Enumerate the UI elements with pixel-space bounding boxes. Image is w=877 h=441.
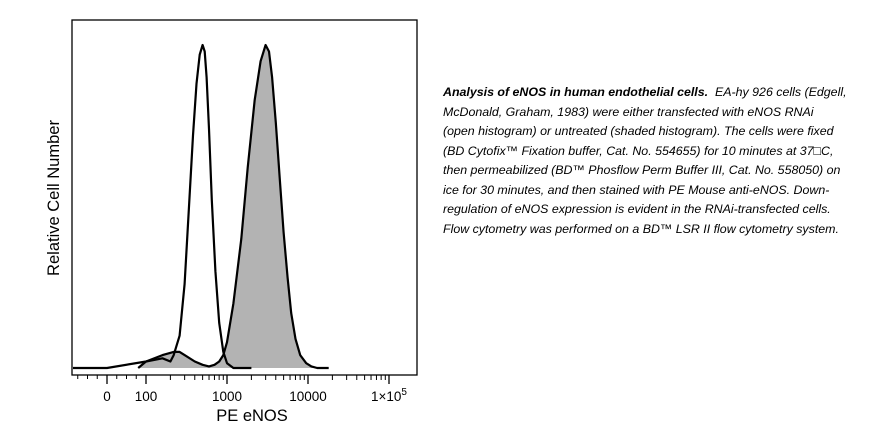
histogram-chart: 0 100 1000 10000 1×105 PE eNOS Relative Cell… xyxy=(45,19,418,425)
x-tick-label: 1000 xyxy=(212,389,242,404)
x-tick-label: 100 xyxy=(135,389,158,404)
caption-lead: Analysis of eNOS in human endothelial ce… xyxy=(443,85,709,99)
figure-caption: Analysis of eNOS in human endothelial ce… xyxy=(443,83,848,239)
x-tick-label: 1×105 xyxy=(371,387,407,404)
x-axis-label: PE eNOS xyxy=(216,407,288,425)
y-axis-label: Relative Cell Number xyxy=(45,120,63,276)
x-tick-label: 0 xyxy=(103,389,111,404)
histogram-untreated-shaded xyxy=(137,43,329,370)
tick-label-layer: 0 100 1000 10000 1×105 xyxy=(103,387,407,404)
plot-frame xyxy=(71,19,418,376)
x-tick-label: 10000 xyxy=(289,389,327,404)
series-layer xyxy=(73,43,329,370)
tick-layer xyxy=(77,375,390,384)
caption-body: EA-hy 926 cells (Edgell, McDonald, Graha… xyxy=(443,85,847,236)
histogram-rnai-open xyxy=(73,43,252,370)
